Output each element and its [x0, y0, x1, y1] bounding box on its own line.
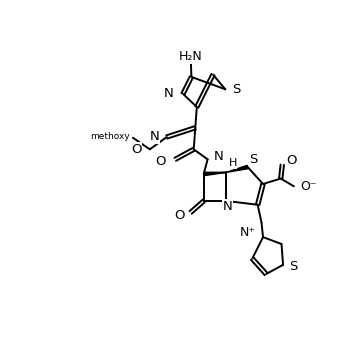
Text: O: O [156, 155, 166, 168]
Text: O: O [174, 209, 185, 222]
Text: N: N [149, 130, 159, 144]
Text: N⁺: N⁺ [239, 226, 255, 239]
Text: methoxy: methoxy [90, 132, 130, 141]
Text: S: S [289, 260, 298, 273]
Text: N: N [214, 150, 224, 163]
Text: N: N [222, 200, 232, 213]
Text: S: S [232, 83, 240, 96]
Text: N: N [164, 88, 174, 100]
Polygon shape [226, 165, 248, 172]
Text: O⁻: O⁻ [300, 180, 316, 193]
Polygon shape [204, 172, 226, 176]
Text: H₂N: H₂N [179, 51, 203, 63]
Text: O: O [286, 154, 297, 167]
Text: O: O [131, 143, 141, 156]
Text: H: H [228, 158, 237, 168]
Text: S: S [249, 153, 258, 166]
